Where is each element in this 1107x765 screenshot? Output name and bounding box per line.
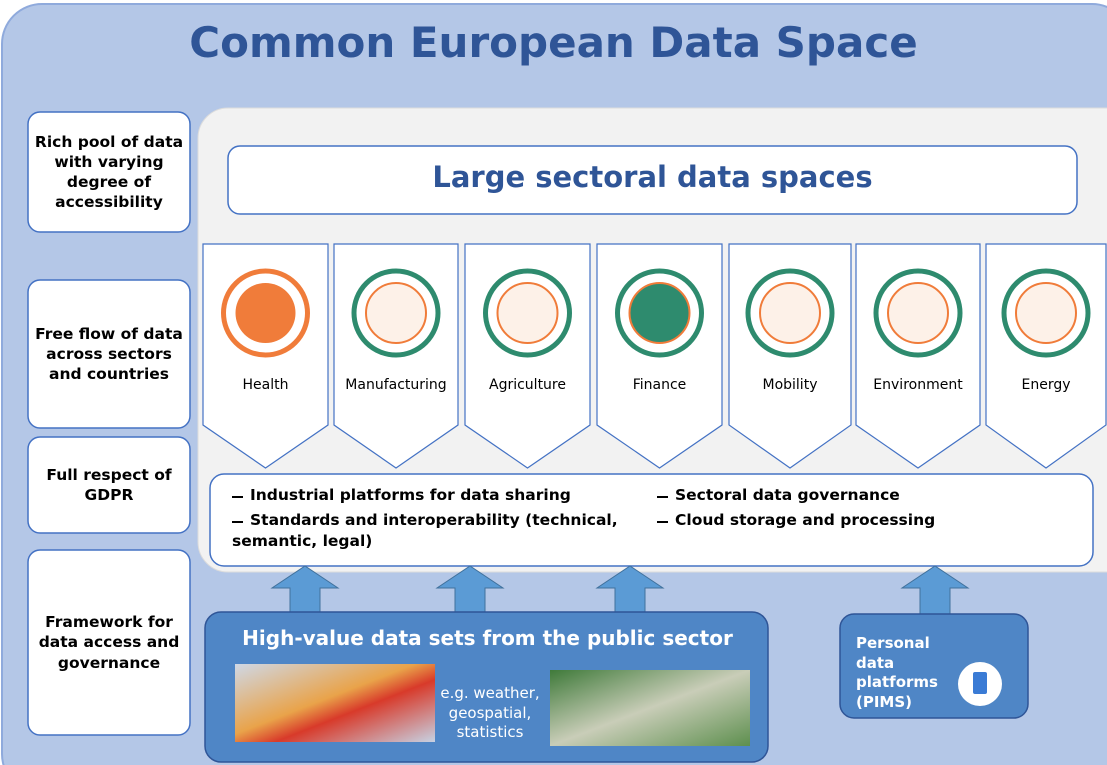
geospatial-image xyxy=(550,670,750,746)
feature: Standards and interoperability (technica… xyxy=(232,510,652,552)
bullet xyxy=(232,496,243,498)
sectoral-title: Large sectoral data spaces xyxy=(230,160,1075,194)
sector-label: Manufacturing xyxy=(334,377,458,393)
sector-label: Health xyxy=(203,377,328,393)
side-text: Free flow of data across sectors and cou… xyxy=(30,280,188,428)
diagram: Common European Data Space Rich pool of … xyxy=(0,0,1107,765)
side-text: Rich pool of data with varying degree of… xyxy=(30,112,188,232)
sector-icon xyxy=(366,283,426,343)
bullet xyxy=(657,521,668,523)
sector-label: Agriculture xyxy=(465,377,590,393)
public-sector-examples: e.g. weather, geospatial, statistics xyxy=(440,684,540,743)
feature: Industrial platforms for data sharing xyxy=(250,485,650,506)
sector-label: Environment xyxy=(856,377,980,393)
feature: Sectoral data governance xyxy=(675,485,1075,506)
public-sector-title: High-value data sets from the public sec… xyxy=(205,626,770,650)
sector-icon xyxy=(888,283,948,343)
title: Common European Data Space xyxy=(0,18,1107,67)
sector-label: Finance xyxy=(597,377,722,393)
side-text: Full respect of GDPR xyxy=(30,437,188,533)
bullet xyxy=(657,496,668,498)
personal-title: Personal data platforms (PIMS) xyxy=(856,634,966,712)
sector-icon xyxy=(1016,283,1076,343)
feature: Cloud storage and processing xyxy=(675,510,1075,531)
pims-icon xyxy=(973,672,987,694)
sector-label: Energy xyxy=(986,377,1106,393)
sector-label: Mobility xyxy=(729,377,851,393)
sector-icon xyxy=(236,283,296,343)
sector-icon xyxy=(760,283,820,343)
weather-image xyxy=(235,664,435,742)
sector-icon xyxy=(630,283,690,343)
side-text: Framework for data access and governance xyxy=(30,550,188,735)
sector-icon xyxy=(498,283,558,343)
